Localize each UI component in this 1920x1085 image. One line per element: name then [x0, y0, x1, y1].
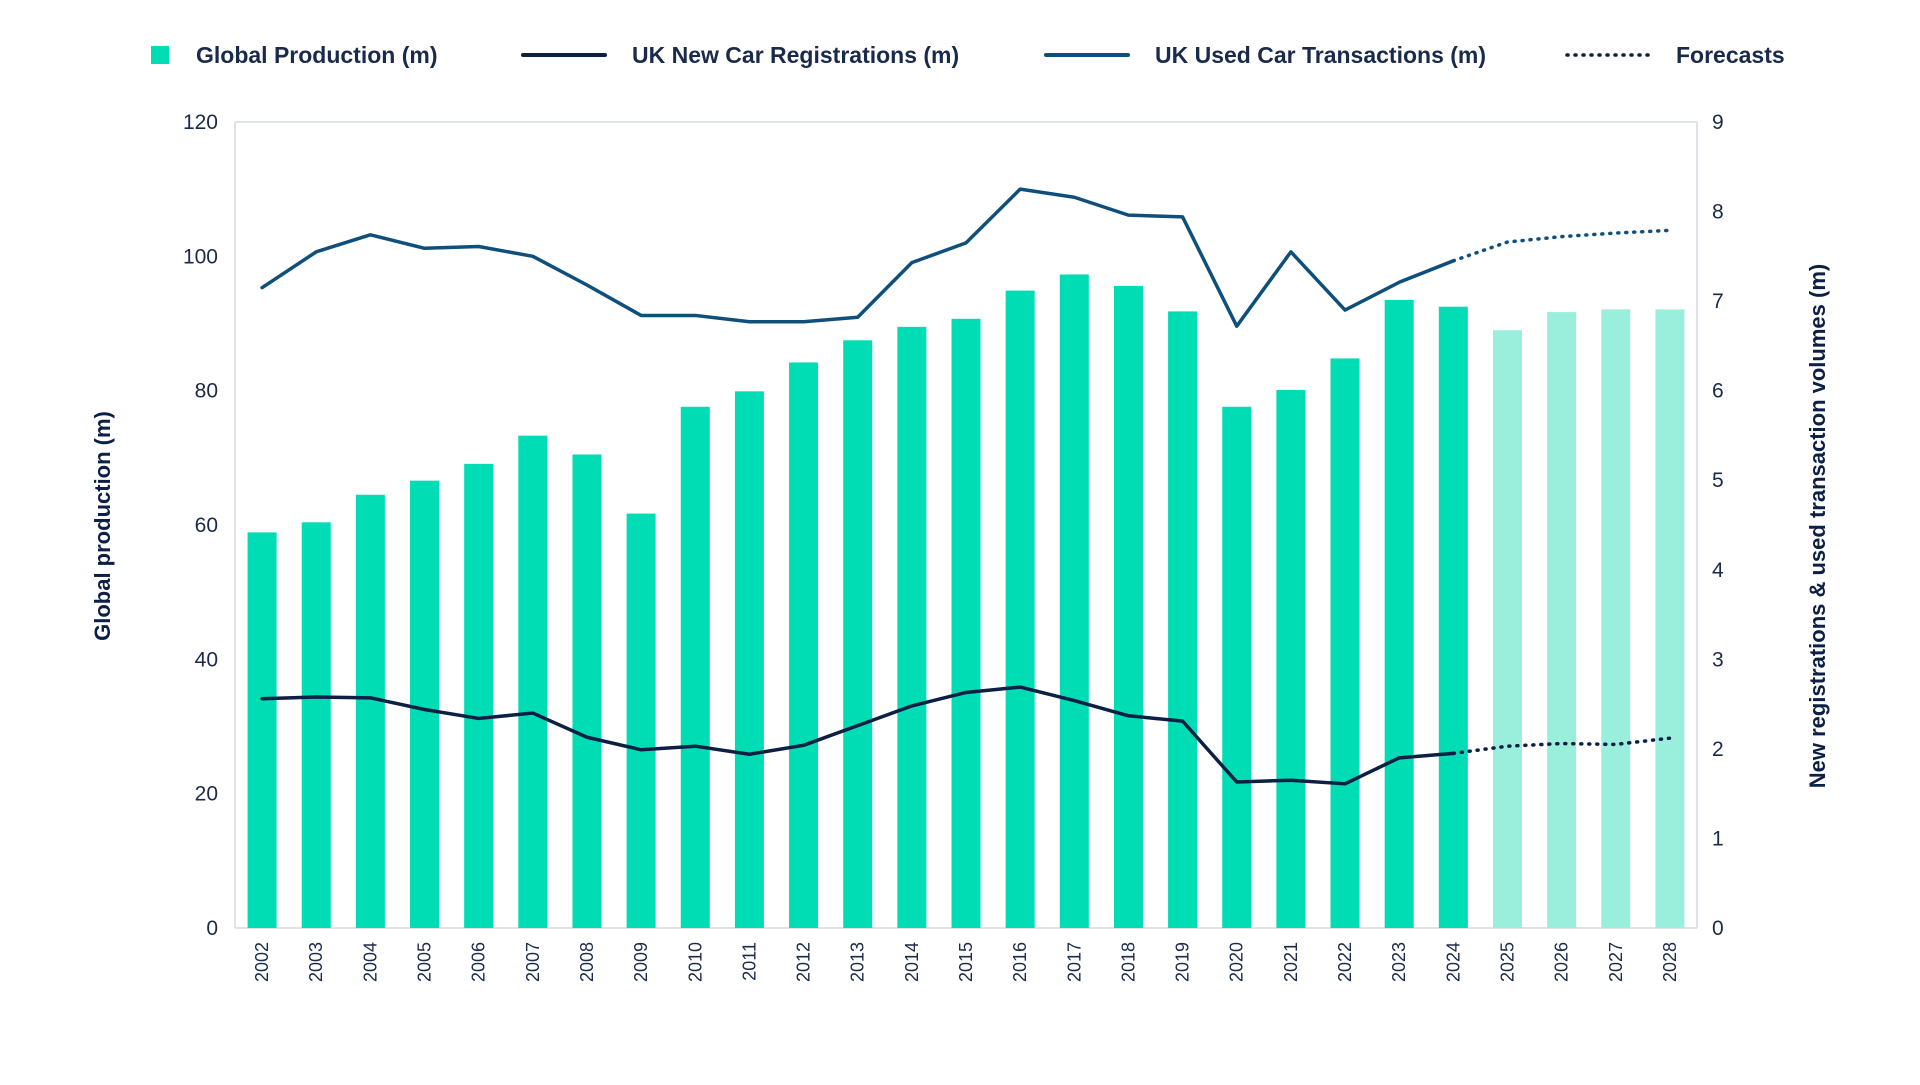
legend-label-uk-new: UK New Car Registrations (m)	[632, 42, 959, 68]
legend: Global Production (m) UK New Car Registra…	[151, 42, 1785, 68]
x-tick-2018: 2018	[1118, 942, 1138, 982]
y-axis-title-right: New registrations & used transaction vol…	[1805, 264, 1830, 788]
y-tick-right-3: 3	[1712, 648, 1724, 671]
bar-2024	[1438, 306, 1468, 928]
x-tick-2025: 2025	[1497, 942, 1517, 982]
bar-2009	[626, 513, 656, 928]
y-tick-right-2: 2	[1712, 738, 1724, 761]
x-tick-2005: 2005	[415, 942, 435, 982]
x-tick-2006: 2006	[469, 942, 489, 982]
x-tick-2004: 2004	[360, 942, 380, 982]
bar-2015	[951, 318, 981, 928]
y-axis-title-left: Global production (m)	[90, 411, 115, 641]
bar-2020	[1222, 406, 1252, 929]
y-tick-right-7: 7	[1712, 290, 1724, 313]
x-tick-2014: 2014	[902, 942, 922, 982]
x-tick-2016: 2016	[1010, 942, 1030, 982]
y-tick-right-8: 8	[1712, 201, 1724, 224]
bar-2026	[1547, 312, 1577, 928]
bar-2022	[1330, 358, 1360, 929]
bar-2011	[734, 391, 764, 928]
bar-2005	[410, 480, 440, 928]
x-tick-2026: 2026	[1552, 942, 1572, 982]
legend-swatch-global-production	[151, 46, 169, 64]
x-tick-2017: 2017	[1064, 942, 1084, 982]
bar-2007	[518, 435, 548, 928]
line-series	[260, 187, 1672, 786]
y-tick-right-5: 5	[1712, 469, 1724, 492]
bar-2008	[572, 454, 602, 928]
x-tick-2020: 2020	[1227, 942, 1247, 982]
x-tick-2013: 2013	[848, 942, 868, 982]
x-tick-2021: 2021	[1281, 942, 1301, 982]
y-tick-left-120: 120	[183, 111, 218, 134]
legend-label-uk-used: UK Used Car Transactions (m)	[1155, 42, 1486, 68]
uk-new-registrations-line-actual	[260, 685, 1456, 786]
bar-2018	[1113, 285, 1143, 928]
x-tick-2023: 2023	[1389, 942, 1409, 982]
bar-2013	[843, 340, 873, 929]
x-tick-2019: 2019	[1173, 942, 1193, 982]
x-tick-2028: 2028	[1660, 942, 1680, 982]
uk-used-transactions-line-actual	[260, 187, 1456, 328]
x-tick-2003: 2003	[306, 942, 326, 982]
uk-used-transactions-line-forecast	[1451, 228, 1672, 263]
x-tick-2008: 2008	[577, 942, 597, 982]
bar-2010	[680, 406, 710, 929]
y-tick-left-80: 80	[195, 380, 218, 403]
y-tick-left-100: 100	[183, 245, 218, 268]
bar-2016	[1005, 290, 1035, 928]
y-tick-left-20: 20	[195, 783, 218, 806]
bar-2028	[1655, 309, 1685, 928]
x-tick-2002: 2002	[252, 942, 272, 982]
y-tick-right-6: 6	[1712, 380, 1724, 403]
bar-2019	[1168, 311, 1198, 928]
bar-2021	[1276, 389, 1306, 928]
x-tick-2011: 2011	[739, 942, 759, 981]
bar-2023	[1384, 299, 1414, 928]
x-tick-2012: 2012	[794, 942, 814, 982]
bar-2004	[355, 494, 385, 928]
bar-2003	[301, 522, 331, 928]
y-tick-left-40: 40	[195, 648, 218, 671]
bar-2002	[247, 532, 277, 928]
legend-label-forecasts: Forecasts	[1676, 42, 1785, 68]
x-tick-2024: 2024	[1443, 942, 1463, 982]
y-tick-left-0: 0	[206, 917, 218, 940]
y-tick-right-9: 9	[1712, 111, 1724, 134]
bar-2027	[1601, 309, 1631, 928]
bar-2014	[897, 326, 927, 928]
legend-label-global-production: Global Production (m)	[196, 42, 438, 68]
tick-labels: 0 20 40 60 80 100 120 0 1 2 3 4 5 6 7 8 9 2002 2003 2004 200…	[183, 111, 1724, 982]
y-tick-right-0: 0	[1712, 917, 1724, 940]
y-tick-left-60: 60	[195, 514, 218, 537]
bar-series	[247, 274, 1685, 929]
x-tick-2027: 2027	[1606, 942, 1626, 982]
x-tick-2022: 2022	[1335, 942, 1355, 982]
y-tick-right-1: 1	[1712, 827, 1724, 850]
x-tick-2010: 2010	[685, 942, 705, 982]
bar-2017	[1059, 274, 1089, 928]
bar-2012	[789, 362, 819, 928]
x-tick-2007: 2007	[523, 942, 543, 982]
x-tick-2009: 2009	[631, 942, 651, 982]
bar-2006	[464, 463, 494, 928]
bar-2025	[1492, 330, 1522, 928]
x-tick-2015: 2015	[956, 942, 976, 982]
y-tick-right-4: 4	[1712, 559, 1724, 582]
